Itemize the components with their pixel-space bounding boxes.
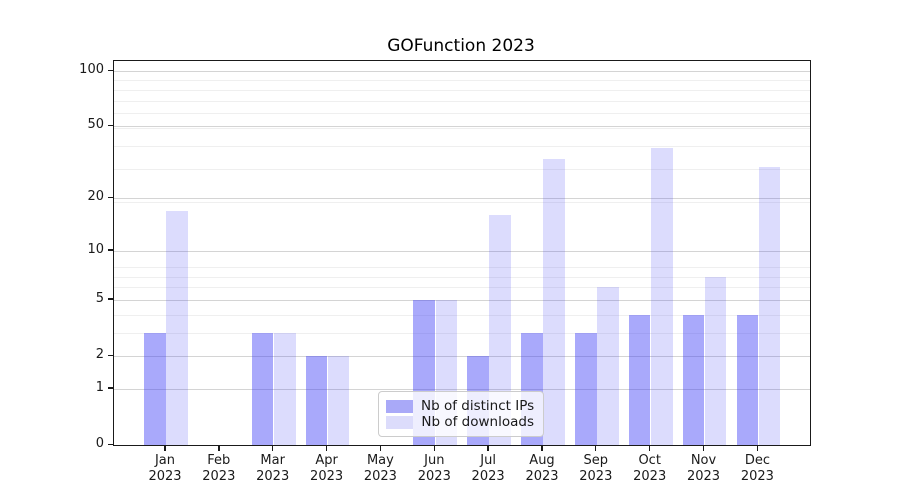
gridline-minor bbox=[114, 332, 810, 334]
x-tick-mark bbox=[218, 446, 220, 451]
legend-label-distinct-ips: Nb of distinct IPs bbox=[421, 398, 535, 414]
x-tick-mark bbox=[164, 446, 166, 451]
x-tick-mark bbox=[595, 446, 597, 451]
x-tick-label: Nov 2023 bbox=[686, 453, 721, 484]
gridline-minor bbox=[114, 314, 810, 316]
y-tick-mark bbox=[108, 69, 113, 71]
y-tick-mark bbox=[108, 298, 113, 300]
x-tick-label: Jun 2023 bbox=[417, 453, 451, 484]
gridline-minor bbox=[114, 100, 810, 102]
gridline-minor bbox=[114, 113, 810, 115]
plot-area bbox=[113, 60, 811, 446]
x-tick-label: Sep 2023 bbox=[579, 453, 613, 484]
y-tick-label: 5 bbox=[95, 290, 104, 306]
x-tick-mark bbox=[649, 446, 651, 451]
y-tick-mark bbox=[108, 249, 113, 251]
gridline-major bbox=[114, 299, 810, 301]
bar-jan-downloads bbox=[166, 210, 188, 445]
bar-dec-downloads bbox=[758, 166, 781, 445]
bar-mar-distinct-ips bbox=[251, 332, 274, 445]
gridline-major bbox=[114, 126, 810, 128]
x-tick-label: Oct 2023 bbox=[633, 453, 667, 484]
bar-jan-distinct-ips bbox=[144, 332, 166, 445]
gridline-minor bbox=[114, 202, 810, 204]
legend-entry-downloads: Nb of downloads bbox=[386, 414, 534, 430]
x-tick-label: Jan 2023 bbox=[148, 453, 182, 484]
legend: Nb of distinct IPs Nb of downloads bbox=[378, 391, 544, 437]
bar-mar-downloads bbox=[274, 332, 296, 445]
x-tick-label: May 2023 bbox=[363, 453, 397, 484]
x-tick-label: Dec 2023 bbox=[740, 453, 774, 484]
y-tick-label: 10 bbox=[87, 241, 104, 257]
y-tick-mark bbox=[108, 443, 113, 445]
gridline-major bbox=[114, 356, 810, 357]
legend-swatch-downloads-icon bbox=[386, 415, 413, 429]
gridline-minor bbox=[114, 276, 810, 278]
chart-title: GOFunction 2023 bbox=[387, 36, 535, 56]
gridline-minor bbox=[114, 146, 810, 148]
y-tick-mark bbox=[108, 196, 113, 199]
gridline-major bbox=[114, 250, 810, 252]
x-tick-mark bbox=[379, 446, 382, 451]
y-tick-label: 50 bbox=[87, 117, 104, 133]
gridline-minor bbox=[114, 80, 810, 82]
y-tick-mark bbox=[108, 354, 113, 356]
bar-nov-downloads bbox=[704, 276, 727, 445]
y-tick-label: 0 bbox=[95, 436, 104, 451]
x-tick-label: Jul 2023 bbox=[471, 453, 505, 484]
bar-dec-distinct-ips bbox=[736, 314, 759, 445]
bar-apr-downloads bbox=[327, 356, 350, 445]
x-tick-label: Apr 2023 bbox=[310, 453, 344, 484]
gridline-minor bbox=[114, 169, 810, 171]
gridline-minor bbox=[114, 128, 810, 129]
y-tick-mark bbox=[108, 387, 113, 389]
x-tick-label: Mar 2023 bbox=[256, 453, 290, 484]
gridline-minor bbox=[114, 266, 810, 268]
bar-jul-downloads bbox=[489, 215, 511, 445]
y-tick-label: 2 bbox=[95, 347, 104, 362]
x-tick-mark bbox=[487, 446, 489, 451]
x-tick-mark bbox=[702, 446, 705, 451]
bar-apr-distinct-ips bbox=[305, 356, 328, 445]
bar-sep-distinct-ips bbox=[575, 332, 597, 445]
bar-nov-distinct-ips bbox=[682, 314, 705, 445]
bar-sep-downloads bbox=[597, 287, 619, 445]
bar-oct-distinct-ips bbox=[628, 314, 651, 445]
legend-entry-distinct-ips: Nb of distinct IPs bbox=[386, 398, 534, 414]
x-tick-mark bbox=[272, 446, 274, 451]
x-tick-label: Aug 2023 bbox=[525, 453, 559, 484]
y-tick-label: 20 bbox=[87, 189, 104, 205]
gridline-minor bbox=[114, 287, 810, 289]
gridline-major bbox=[114, 198, 810, 200]
bar-aug-downloads bbox=[543, 159, 565, 445]
x-tick-mark bbox=[325, 446, 328, 451]
x-tick-label: Feb 2023 bbox=[202, 453, 236, 484]
gridline-minor bbox=[114, 89, 810, 91]
gridline-major bbox=[114, 71, 810, 72]
y-tick-mark bbox=[108, 124, 113, 127]
y-tick-label: 1 bbox=[95, 379, 104, 395]
y-tick-label: 100 bbox=[79, 62, 104, 77]
bar-oct-downloads bbox=[651, 148, 673, 445]
x-tick-mark bbox=[433, 446, 435, 451]
x-tick-mark bbox=[541, 446, 543, 451]
gridline-major bbox=[114, 388, 810, 390]
legend-label-downloads: Nb of downloads bbox=[421, 414, 534, 430]
x-tick-mark bbox=[756, 446, 758, 451]
legend-swatch-distinct-ips-icon bbox=[386, 399, 413, 413]
